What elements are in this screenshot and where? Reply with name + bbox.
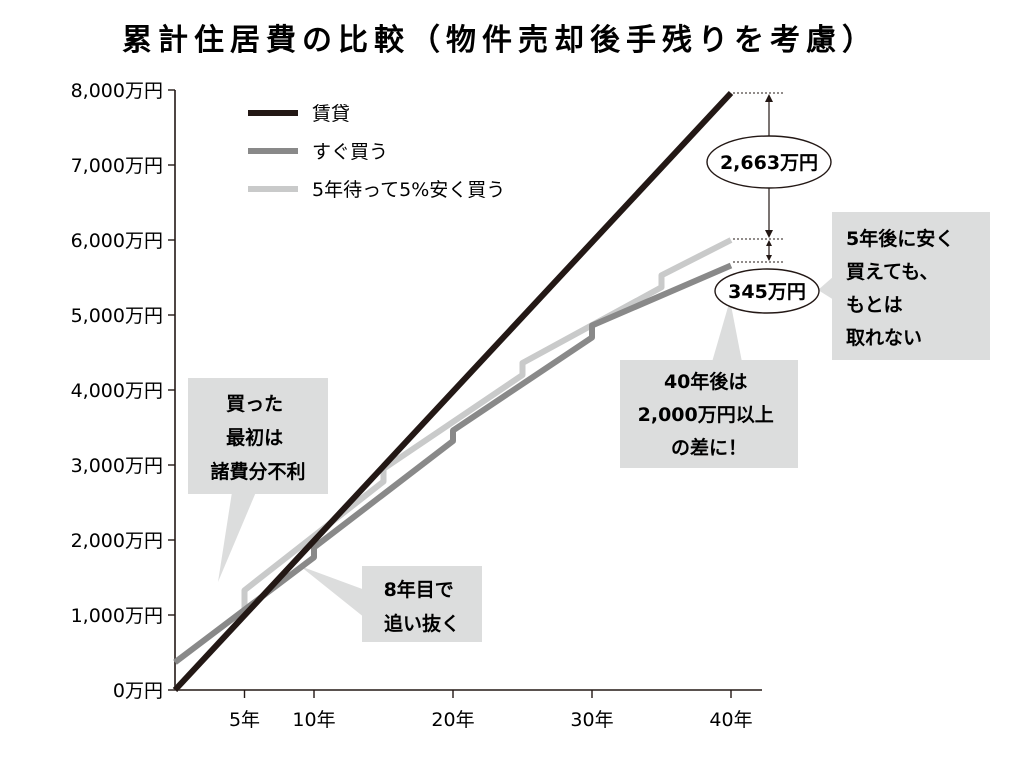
arrowhead-icon	[765, 230, 773, 238]
callout-buy-line: 買った	[226, 393, 283, 415]
legend-label: すぐ買う	[312, 141, 388, 163]
arrowhead-icon	[766, 255, 772, 261]
x-tick-label: 5年	[229, 709, 260, 731]
callout-buy-line: 最初は	[226, 426, 283, 449]
diff-top-label: 2,663万円	[720, 152, 818, 174]
callout-buy: 買った 最初は 諸費分不利	[188, 378, 328, 582]
y-tick-label: 5,000万円	[71, 305, 163, 327]
callout-40y-line: 2,000万円以上	[638, 404, 774, 426]
y-tick-label: 1,000万円	[71, 605, 163, 627]
y-tick-label: 6,000万円	[71, 230, 163, 252]
callout-5y: 5年後に安く 買えても、 もとは 取れない	[818, 212, 990, 360]
x-tick-label: 40年	[709, 709, 752, 731]
callout-40y: 40年後は 2,000万円以上 の差に！	[620, 300, 798, 468]
diff-bottom-ellipse	[714, 268, 820, 314]
series-layer	[172, 90, 734, 693]
y-tick-label: 8,000万円	[71, 80, 163, 102]
legend-label: 5年待って5%安く買う	[312, 179, 505, 201]
y-tick-label: 0万円	[113, 680, 163, 702]
callout-overtake: 8年目で 追い抜く	[300, 566, 482, 642]
callout-40y-line: 40年後は	[664, 370, 747, 393]
y-tick-label: 2,000万円	[71, 530, 163, 552]
x-tick-label: 20年	[431, 709, 474, 731]
svg-text:40年後は 2,000万円以上 の差: 40年後は 2,000万円以上 の差に！	[638, 370, 781, 459]
svg-text:5年後に安く 買えても、 もとは: 5年後に安く 買えても、 もとは 取れない	[846, 227, 961, 349]
callout-5y-line: 買えても、	[846, 261, 939, 283]
diff-top-ellipse	[706, 135, 832, 189]
x-tick-label: 30年	[570, 709, 613, 731]
callout-5y-line: 取れない	[846, 327, 922, 349]
y-tick-label: 3,000万円	[71, 455, 163, 477]
diff-bottom-label: 345万円	[728, 281, 806, 303]
x-tick-label: 10年	[292, 709, 335, 731]
svg-text:買った 最初は 諸費分不利: 買った 最初は 諸費分不利	[210, 393, 305, 483]
callout-40y-line: の差に！	[671, 436, 747, 459]
series-line	[172, 90, 734, 693]
callout-buy-line: 諸費分不利	[210, 460, 305, 483]
y-tick-label: 7,000万円	[71, 155, 163, 177]
y-ticks: 0万円 1,000万円 2,000万円 3,000万円 4,000万円 5,000万円 6,…	[71, 80, 175, 702]
callout-overtake-line: 8年目で	[384, 578, 454, 601]
legend-label: 賃貸	[312, 103, 350, 125]
series-line	[172, 237, 733, 693]
y-tick-label: 4,000万円	[71, 380, 163, 402]
chart-title: 累計住居費の比較（物件売却後手残りを考慮）	[122, 23, 878, 58]
svg-text:8年目で 追い抜く: 8年目で 追い抜く	[384, 578, 461, 635]
x-ticks: 5年 10年 20年 30年 40年	[229, 690, 753, 731]
callout-5y-line: 5年後に安く	[846, 227, 954, 250]
difference-markers: 2,663万円 345万円	[706, 92, 832, 314]
arrowhead-icon	[766, 240, 772, 246]
callout-overtake-line: 追い抜く	[384, 612, 460, 635]
callout-5y-line: もとは	[846, 294, 903, 316]
arrowhead-icon	[765, 94, 773, 102]
